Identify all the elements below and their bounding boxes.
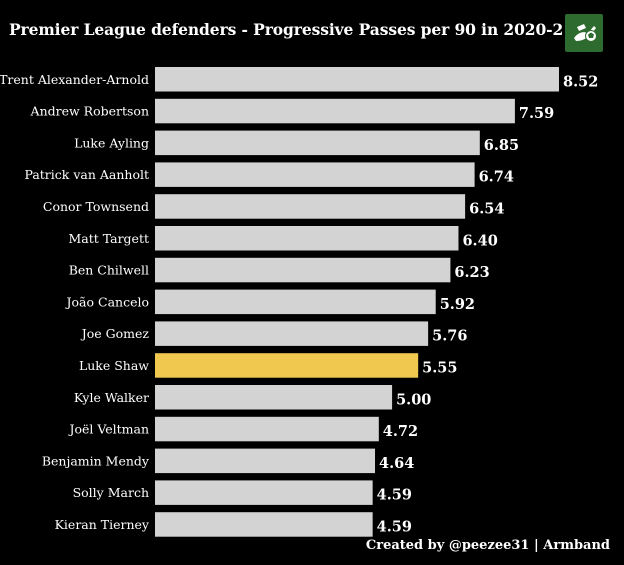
value-label: 4.59 — [377, 518, 412, 535]
category-label: Joël Veltman — [67, 422, 149, 437]
bar-solly-march — [155, 480, 373, 505]
bar-matt-targett — [155, 226, 459, 251]
value-label: 4.59 — [377, 487, 412, 504]
bar-jo-o-cancelo — [155, 289, 436, 315]
category-label: Luke Ayling — [74, 135, 149, 150]
bar-chart: Trent Alexander-Arnold 8.52 Andrew Roberts… — [0, 67, 598, 537]
category-label: Luke Shaw — [79, 358, 149, 373]
bar-trent-alexander-arnold — [155, 67, 559, 92]
value-label: 7.59 — [519, 105, 554, 122]
category-label: Patrick van Aanholt — [24, 167, 149, 182]
bar-jo-l-veltman — [155, 416, 379, 442]
value-label: 5.55 — [422, 359, 457, 376]
category-label: Ben Chilwell — [69, 263, 149, 278]
value-label: 6.23 — [454, 264, 489, 281]
value-label: 5.76 — [432, 328, 467, 345]
value-label: 6.54 — [469, 200, 504, 217]
category-label: Conor Townsend — [43, 199, 149, 214]
category-label: Andrew Robertson — [30, 104, 149, 119]
value-label: 8.52 — [563, 73, 598, 90]
armband-logo-icon — [565, 14, 603, 52]
category-label: Matt Targett — [68, 231, 149, 246]
value-label: 6.74 — [479, 169, 514, 186]
bar-benjamin-mendy — [155, 448, 376, 474]
bar-kyle-walker — [155, 385, 393, 410]
bar-conor-townsend — [155, 194, 466, 219]
category-label: Trent Alexander-Arnold — [0, 72, 149, 87]
bar-ben-chilwell — [155, 257, 451, 283]
category-label: Benjamin Mendy — [42, 453, 150, 468]
category-label: Kieran Tierney — [55, 517, 150, 532]
category-label: Kyle Walker — [74, 390, 149, 405]
category-label: Solly March — [73, 485, 149, 500]
bar-luke-ayling — [155, 130, 480, 156]
value-label: 5.00 — [396, 391, 431, 408]
footer-credit: Created by @peezee31 | Armband — [365, 538, 610, 553]
bar-luke-shaw — [155, 353, 419, 378]
category-label: Joe Gomez — [80, 326, 150, 341]
bar-patrick-van-aanholt — [155, 162, 475, 187]
bar-joe-gomez — [155, 321, 429, 346]
bar-andrew-robertson — [155, 98, 515, 124]
value-label: 6.85 — [484, 137, 519, 154]
category-label: João Cancelo — [65, 294, 149, 309]
value-label: 5.92 — [440, 296, 475, 313]
value-label: 6.40 — [462, 232, 497, 249]
bar-kieran-tierney — [155, 512, 373, 537]
value-label: 4.64 — [379, 455, 414, 472]
value-label: 4.72 — [383, 423, 418, 440]
chart-title: Premier League defenders - Progressive P… — [9, 20, 574, 39]
